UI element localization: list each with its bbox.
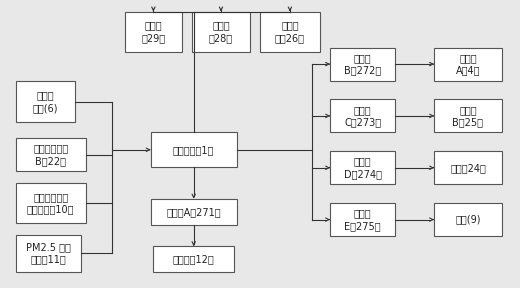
Bar bbox=[16, 138, 86, 171]
FancyArrowPatch shape bbox=[430, 166, 433, 169]
Text: PM2.5 检测
探头（11）: PM2.5 检测 探头（11） bbox=[25, 242, 71, 265]
Bar bbox=[434, 151, 502, 184]
Bar bbox=[151, 132, 237, 167]
Text: 蜂鸣器
（29）: 蜂鸣器 （29） bbox=[141, 20, 165, 43]
Text: 紫外光
灯（26）: 紫外光 灯（26） bbox=[275, 20, 305, 43]
FancyArrowPatch shape bbox=[219, 7, 223, 10]
Text: 温湿度传感器
B（22）: 温湿度传感器 B（22） bbox=[33, 144, 68, 166]
Bar bbox=[434, 48, 502, 81]
Text: 继电器
D（274）: 继电器 D（274） bbox=[344, 157, 382, 179]
Text: 继电器
B（272）: 继电器 B（272） bbox=[344, 53, 381, 75]
FancyArrowPatch shape bbox=[192, 194, 196, 198]
Bar bbox=[125, 12, 182, 52]
Text: 继电器
C（273）: 继电器 C（273） bbox=[344, 105, 381, 127]
FancyArrowPatch shape bbox=[152, 7, 155, 10]
Bar bbox=[434, 203, 502, 236]
Bar bbox=[434, 99, 502, 132]
Bar bbox=[330, 203, 395, 236]
Bar bbox=[192, 12, 250, 52]
Text: 有毒有害检测
气体探头（10）: 有毒有害检测 气体探头（10） bbox=[27, 192, 74, 214]
Bar bbox=[330, 151, 395, 184]
Bar bbox=[260, 12, 320, 52]
Text: 继电器
E（275）: 继电器 E（275） bbox=[344, 209, 381, 231]
Bar bbox=[151, 199, 237, 225]
Text: 控制元件（1）: 控制元件（1） bbox=[173, 145, 214, 155]
FancyArrowPatch shape bbox=[326, 62, 329, 66]
Bar bbox=[16, 183, 86, 223]
FancyArrowPatch shape bbox=[326, 166, 329, 169]
Bar bbox=[153, 246, 234, 272]
FancyArrowPatch shape bbox=[288, 7, 292, 10]
Text: 显示屏
（28）: 显示屏 （28） bbox=[209, 20, 233, 43]
Text: 日光灯（12）: 日光灯（12） bbox=[173, 254, 215, 264]
FancyArrowPatch shape bbox=[192, 242, 196, 245]
FancyArrowPatch shape bbox=[326, 114, 329, 118]
Text: 温度传
感器(6): 温度传 感器(6) bbox=[33, 90, 58, 113]
FancyArrowPatch shape bbox=[430, 62, 433, 66]
Text: 水泵(9): 水泵(9) bbox=[455, 215, 481, 225]
Text: 风机（24）: 风机（24） bbox=[450, 163, 486, 173]
Bar bbox=[16, 81, 75, 122]
Bar bbox=[16, 235, 81, 272]
Bar bbox=[330, 99, 395, 132]
FancyArrowPatch shape bbox=[146, 148, 150, 151]
FancyArrowPatch shape bbox=[430, 114, 433, 118]
Text: 继电器A（271）: 继电器A（271） bbox=[166, 207, 221, 217]
Text: 加热器
B（25）: 加热器 B（25） bbox=[452, 105, 484, 127]
Bar bbox=[330, 48, 395, 81]
FancyArrowPatch shape bbox=[430, 218, 433, 221]
Text: 加热器
A（4）: 加热器 A（4） bbox=[456, 53, 480, 75]
FancyArrowPatch shape bbox=[326, 218, 329, 221]
